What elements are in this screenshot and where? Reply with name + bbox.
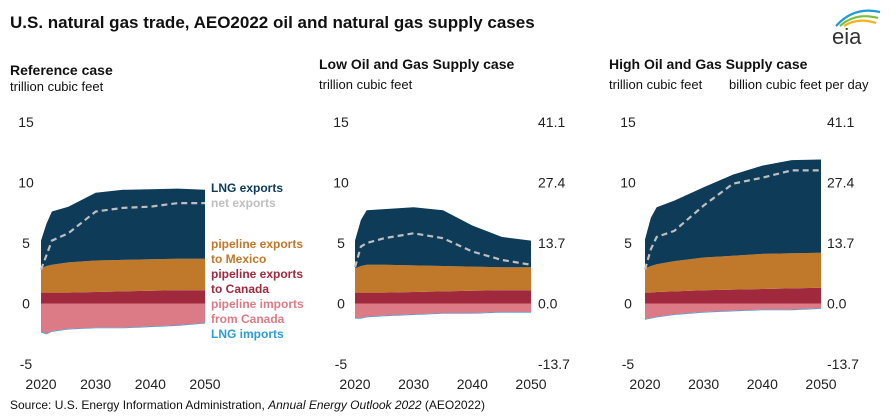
unit-left-reference: trillion cubic feet [10, 79, 104, 94]
area-lng-imports [355, 312, 531, 319]
y-tick-label: 0 [22, 296, 30, 312]
y-tick-label: 10 [18, 175, 34, 191]
y-tick-label: 15 [620, 114, 636, 130]
area-pipeline-exports-mexico [355, 264, 531, 293]
y-right-tick-label: 27.4 [538, 175, 565, 191]
x-tick-label: 2050 [805, 376, 836, 392]
y-tick-label: 0 [624, 296, 632, 312]
area-pipeline-exports-canada [645, 287, 821, 304]
y-tick-label: 5 [22, 235, 30, 251]
x-tick-label: 2050 [189, 376, 220, 392]
y-tick-label: 10 [333, 175, 349, 191]
legend-imports-line2: from Canada [211, 312, 285, 326]
y-right-tick-label: 41.1 [827, 114, 854, 130]
y-right-tick-label: -13.7 [538, 356, 570, 372]
legend-lng-imports: LNG imports [211, 327, 284, 341]
y-tick-label: 10 [620, 175, 636, 191]
y-right-tick-label: 0.0 [538, 296, 558, 312]
y-tick-label: 5 [624, 235, 632, 251]
unit-left-high: trillion cubic feet [609, 77, 703, 92]
x-tick-label: 2030 [80, 376, 111, 392]
x-tick-label: 2040 [747, 376, 778, 392]
area-pipeline-exports-mexico [645, 252, 821, 293]
source-note: Source: U.S. Energy Information Administ… [10, 398, 485, 412]
legend: LNG exports net exports pipeline exports… [211, 181, 304, 341]
area-pipeline-imports-canada [41, 303, 205, 334]
line-net-exports [643, 169, 821, 270]
y-right-tick-label: 27.4 [827, 175, 854, 191]
area-lng-exports [41, 188, 205, 269]
y-tick-label: 5 [337, 235, 345, 251]
y-tick-label: 15 [18, 114, 34, 130]
line-net-exports [353, 232, 532, 268]
y-tick-label: -5 [622, 356, 635, 372]
y-right-tick-label: 0.0 [827, 296, 847, 312]
x-tick-label: 2040 [457, 376, 488, 392]
legend-canada-line2: to Canada [211, 282, 269, 296]
line-net-exports [39, 202, 205, 270]
x-tick-label: 2030 [398, 376, 429, 392]
eia-logo-text: eia [832, 24, 862, 46]
panel-high: -5 0 5 10 15 -13.7 0.0 13.7 27.4 41.1 2020 2030 2040… [620, 114, 859, 392]
y-tick-label: 15 [333, 114, 349, 130]
legend-imports-line1: pipeline imports [211, 297, 304, 311]
x-tick-label: 2040 [135, 376, 166, 392]
y-right-tick-label: 41.1 [538, 114, 565, 130]
area-pipeline-exports-canada [355, 290, 531, 304]
y-tick-label: 0 [337, 296, 345, 312]
panel-title-high: High Oil and Gas Supply case [609, 56, 808, 72]
area-pipeline-exports-mexico [41, 258, 205, 293]
area-pipeline-exports-canada [41, 290, 205, 304]
chart-title: U.S. natural gas trade, AEO2022 oil and … [10, 13, 535, 32]
y-tick-label: -5 [20, 356, 33, 372]
y-right-tick-label: 13.7 [538, 235, 565, 251]
legend-net-exports: net exports [211, 196, 276, 210]
legend-canada-line1: pipeline exports [211, 267, 303, 281]
panel-title-low: Low Oil and Gas Supply case [319, 56, 515, 72]
area-pipeline-imports-canada [645, 303, 821, 320]
panel-title-reference: Reference case [10, 62, 113, 78]
x-tick-label: 2020 [25, 376, 56, 392]
panel-reference: -5 0 5 10 15 2020 2030 2040 2050 [18, 114, 221, 392]
y-right-tick-label: -13.7 [827, 356, 859, 372]
legend-lng-exports: LNG exports [211, 181, 283, 195]
x-tick-label: 2030 [688, 376, 719, 392]
x-tick-label: 2020 [339, 376, 370, 392]
eia-logo: eia [832, 9, 881, 46]
area-lng-imports [645, 308, 821, 320]
legend-mexico-line2: to Mexico [211, 252, 266, 266]
area-pipeline-imports-canada [355, 303, 531, 318]
x-tick-label: 2050 [515, 376, 546, 392]
area-lng-exports [645, 159, 821, 269]
x-tick-label: 2020 [629, 376, 660, 392]
unit-left-low: trillion cubic feet [319, 77, 413, 92]
legend-mexico-line1: pipeline exports [211, 237, 303, 251]
panel-low: -5 0 5 10 15 -13.7 0.0 13.7 27.4 41.1 2020 2030 2040… [333, 114, 570, 392]
y-right-tick-label: 13.7 [827, 235, 854, 251]
y-tick-label: -5 [335, 356, 348, 372]
unit-right-high: billion cubic feet per day [729, 77, 869, 92]
